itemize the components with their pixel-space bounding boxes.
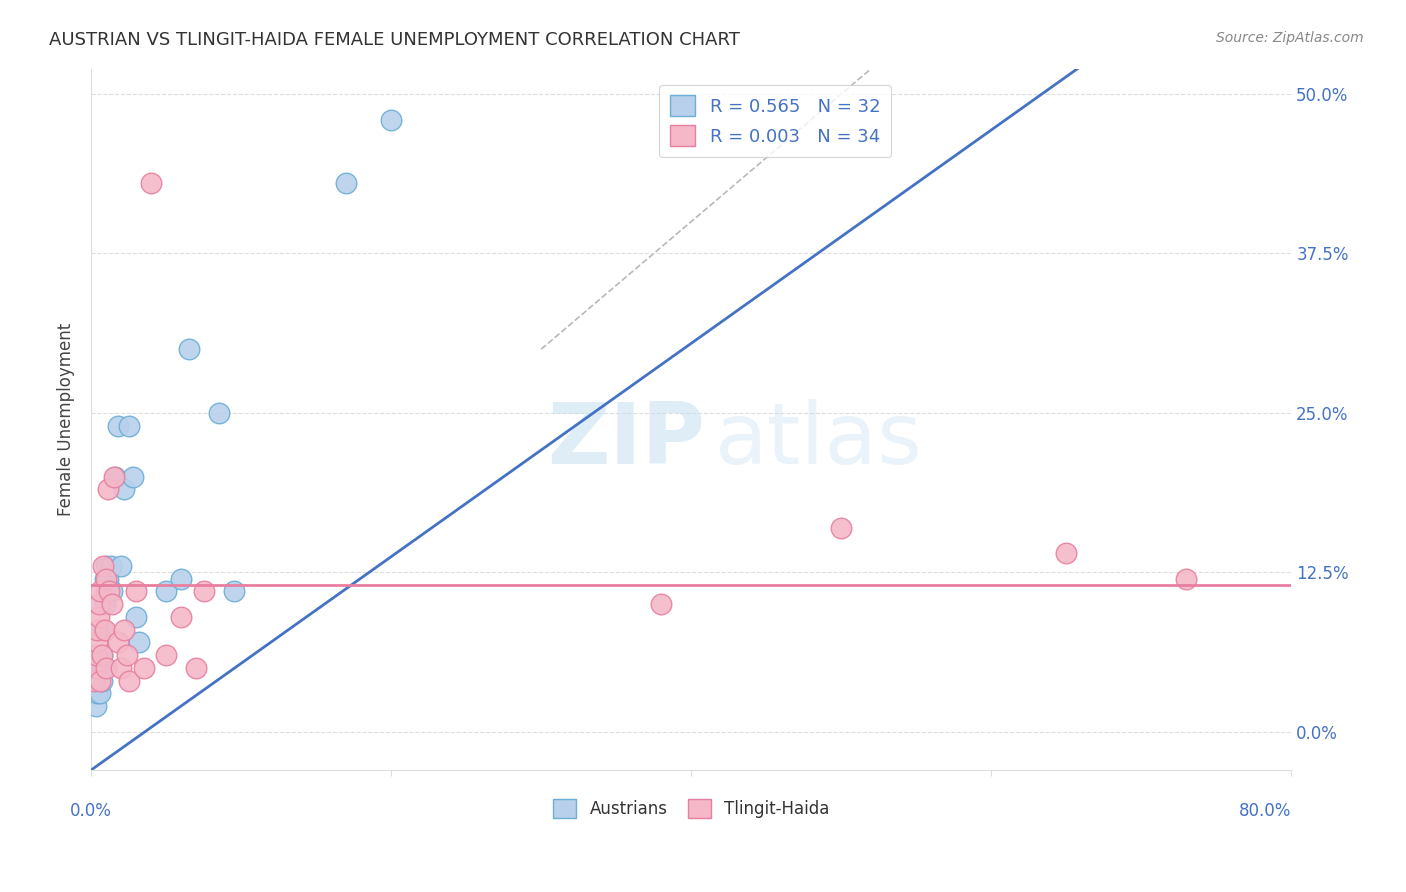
Point — [100, 558, 122, 573]
Point — [335, 177, 357, 191]
Point — [141, 177, 163, 191]
Text: 80.0%: 80.0% — [1239, 802, 1291, 820]
Point — [112, 623, 135, 637]
Point — [193, 584, 215, 599]
Point — [122, 469, 145, 483]
Point — [90, 673, 112, 688]
Point — [110, 558, 132, 573]
Point — [89, 686, 111, 700]
Point — [91, 558, 114, 573]
Point — [96, 584, 118, 599]
Point — [84, 661, 107, 675]
Point — [87, 673, 110, 688]
Text: AUSTRIAN VS TLINGIT-HAIDA FEMALE UNEMPLOYMENT CORRELATION CHART: AUSTRIAN VS TLINGIT-HAIDA FEMALE UNEMPLO… — [49, 31, 740, 49]
Point — [186, 661, 208, 675]
Text: ZIP: ZIP — [547, 399, 704, 482]
Point — [118, 418, 141, 433]
Text: Source: ZipAtlas.com: Source: ZipAtlas.com — [1216, 31, 1364, 45]
Legend: Austrians, Tlingit-Haida: Austrians, Tlingit-Haida — [546, 792, 837, 825]
Point — [97, 572, 120, 586]
Point — [91, 661, 114, 675]
Point — [90, 648, 112, 663]
Point — [93, 572, 115, 586]
Point — [118, 673, 141, 688]
Point — [107, 418, 129, 433]
Point — [155, 648, 177, 663]
Point — [177, 342, 200, 356]
Point — [87, 610, 110, 624]
Point — [90, 648, 112, 663]
Point — [89, 661, 111, 675]
Point — [208, 406, 231, 420]
Point — [1175, 572, 1198, 586]
Point — [115, 648, 138, 663]
Point — [125, 610, 148, 624]
Point — [91, 623, 114, 637]
Point — [84, 699, 107, 714]
Point — [83, 673, 105, 688]
Point — [222, 584, 245, 599]
Point — [101, 584, 124, 599]
Point — [96, 661, 118, 675]
Point — [96, 558, 118, 573]
Point — [170, 572, 193, 586]
Point — [170, 610, 193, 624]
Point — [128, 635, 150, 649]
Point — [101, 597, 124, 611]
Point — [112, 483, 135, 497]
Text: atlas: atlas — [716, 399, 924, 482]
Point — [89, 584, 111, 599]
Point — [98, 584, 121, 599]
Y-axis label: Female Unemployment: Female Unemployment — [58, 323, 75, 516]
Point — [84, 648, 107, 663]
Point — [89, 673, 111, 688]
Point — [107, 635, 129, 649]
Point — [125, 584, 148, 599]
Point — [87, 597, 110, 611]
Point — [1054, 546, 1077, 560]
Point — [97, 483, 120, 497]
Point — [98, 584, 121, 599]
Point — [103, 469, 125, 483]
Point — [104, 469, 127, 483]
Point — [155, 584, 177, 599]
Point — [86, 623, 108, 637]
Point — [830, 521, 852, 535]
Point — [110, 661, 132, 675]
Point — [93, 597, 115, 611]
Point — [380, 112, 402, 127]
Point — [93, 623, 115, 637]
Point — [86, 635, 108, 649]
Point — [132, 661, 155, 675]
Point — [96, 572, 118, 586]
Point — [650, 597, 672, 611]
Point — [86, 686, 108, 700]
Text: 0.0%: 0.0% — [70, 802, 112, 820]
